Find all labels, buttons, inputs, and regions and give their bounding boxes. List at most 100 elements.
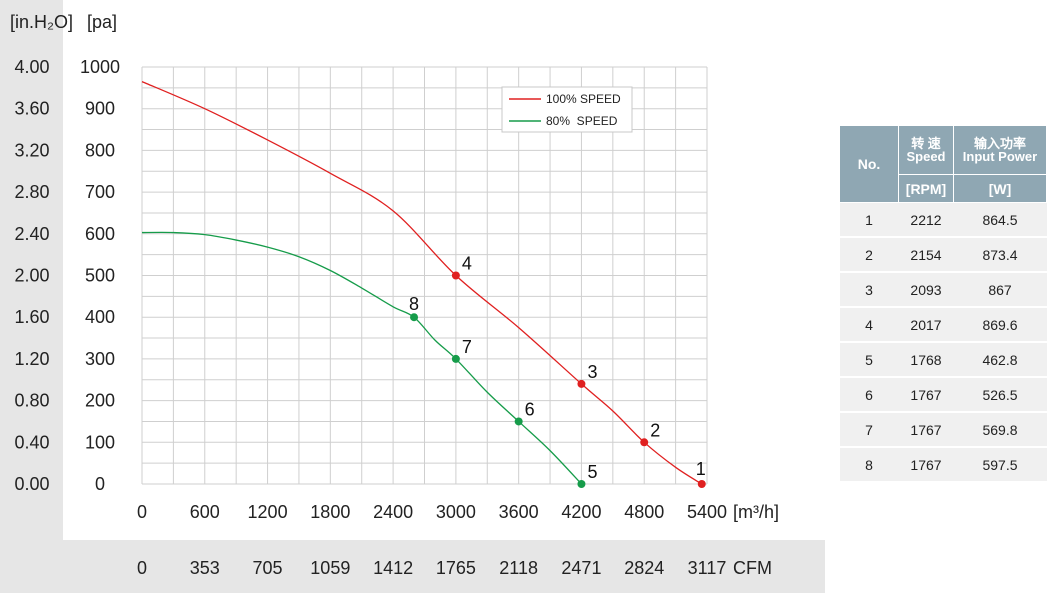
- table-header-speed: 转 速 Speed: [898, 125, 954, 175]
- point-label-6: 6: [525, 399, 535, 419]
- table-cell-no: 6: [839, 377, 899, 413]
- x-tick-label: 4200: [561, 502, 601, 522]
- x-tick-label: 3600: [499, 502, 539, 522]
- operating-point-5: [577, 480, 586, 488]
- y-tick-label-secondary: 0.40: [14, 432, 49, 452]
- x-tick-labels: 0 0 600 353 1200 705 1800 1059 2400 1412 3000 1765 3…: [137, 502, 727, 578]
- y-tick-label: 500: [85, 266, 115, 286]
- power-header-cn: 输入功率: [973, 136, 1026, 151]
- y-tick-label-secondary: 3.60: [14, 99, 49, 119]
- table-row: 4 2017 869.6: [839, 307, 1047, 343]
- point-label-3: 3: [587, 362, 597, 382]
- table-cell-no: 1: [839, 202, 899, 238]
- fan-curve-chart: 1 2 3 4 5 6 7 8 0 0.00 100 0.40 200 0.80 300 1.20 400 1.…: [0, 0, 825, 593]
- x-tick-label: 1200: [248, 502, 288, 522]
- table-cell-power: 597.5: [953, 447, 1047, 483]
- y-tick-label-secondary: 4.00: [14, 57, 49, 77]
- x-tick-label-secondary: 1059: [310, 558, 350, 578]
- y-tick-label-secondary: 0.80: [14, 391, 49, 411]
- y-tick-label-secondary: 1.60: [14, 307, 49, 327]
- point-label-5: 5: [587, 462, 597, 482]
- table-row: 5 1768 462.8: [839, 342, 1047, 378]
- table-header-power: 输入功率 Input Power: [953, 125, 1047, 175]
- table-cell-rpm: 2154: [898, 237, 954, 273]
- table-cell-no: 8: [839, 447, 899, 483]
- x-tick-label-secondary: 1412: [373, 558, 413, 578]
- x-tick-label: 0: [137, 502, 147, 522]
- primary-y-unit: [pa]: [87, 12, 117, 32]
- x-tick-label-secondary: 0: [137, 558, 147, 578]
- table-cell-rpm: 2017: [898, 307, 954, 343]
- table-cell-power: 867: [953, 272, 1047, 308]
- y-tick-label-secondary: 2.40: [14, 224, 49, 244]
- primary-x-unit: [m³/h]: [733, 502, 779, 522]
- speed-header-cn: 转 速: [911, 136, 941, 151]
- x-tick-label: 600: [190, 502, 220, 522]
- power-header-en: Input Power: [962, 149, 1038, 164]
- series-line-80-speed: [141, 231, 582, 485]
- speed-header-en: Speed: [906, 149, 946, 164]
- x-tick-label: 5400: [687, 502, 727, 522]
- table-cell-rpm: 1767: [898, 412, 954, 448]
- table-cell-power: 864.5: [953, 202, 1047, 238]
- x-tick-label-secondary: 2471: [561, 558, 601, 578]
- point-label-1: 1: [696, 459, 706, 479]
- table-row: 2 2154 873.4: [839, 237, 1047, 273]
- point-label-4: 4: [462, 254, 472, 274]
- legend-label-100-speed: 100% SPEED: [546, 92, 621, 106]
- table-cell-no: 4: [839, 307, 899, 343]
- table-header-no: No.: [839, 125, 899, 203]
- table-cell-rpm: 1768: [898, 342, 954, 378]
- y-tick-label: 800: [85, 140, 115, 160]
- y-tick-label: 1000: [80, 57, 120, 77]
- table-cell-no: 3: [839, 272, 899, 308]
- secondary-y-unit: [in.H₂O]: [10, 12, 73, 32]
- y-tick-label: 400: [85, 307, 115, 327]
- table-body: 1 2212 864.5 2 2154 873.4 3 2093 867 4 2017 869.6 5 1…: [839, 202, 1047, 483]
- table-cell-power: 873.4: [953, 237, 1047, 273]
- y-tick-label-secondary: 0.00: [14, 474, 49, 494]
- y-tick-label: 0: [95, 474, 105, 494]
- secondary-x-axis-band: [0, 540, 825, 593]
- speed-power-table: No. 转 速 Speed 输入功率 Input Power [RPM] [W]…: [839, 125, 1047, 483]
- y-tick-label-secondary: 3.20: [14, 140, 49, 160]
- table-cell-power: 569.8: [953, 412, 1047, 448]
- table-cell-rpm: 1767: [898, 447, 954, 483]
- point-label-7: 7: [462, 337, 472, 357]
- y-tick-labels: 0 0.00 100 0.40 200 0.80 300 1.20 400 1.60 500 2.00…: [14, 57, 120, 494]
- power-unit-header: [W]: [953, 174, 1047, 203]
- legend-box: [501, 86, 633, 133]
- x-tick-label: 1800: [310, 502, 350, 522]
- speed-unit-header: [RPM]: [898, 174, 954, 203]
- table-cell-power: 462.8: [953, 342, 1047, 378]
- x-tick-label: 4800: [624, 502, 664, 522]
- table-row: 8 1767 597.5: [839, 447, 1047, 483]
- y-tick-label-secondary: 2.00: [14, 266, 49, 286]
- x-tick-label-secondary: 3117: [688, 558, 727, 578]
- y-tick-label: 200: [85, 391, 115, 411]
- y-tick-label-secondary: 1.20: [14, 349, 49, 369]
- x-tick-label-secondary: 2118: [499, 558, 538, 578]
- table-cell-power: 526.5: [953, 377, 1047, 413]
- legend-label-80-speed: 80% SPEED: [546, 114, 618, 128]
- y-tick-label: 700: [85, 182, 115, 202]
- y-tick-label: 600: [85, 224, 115, 244]
- table-row: 3 2093 867: [839, 272, 1047, 308]
- table-cell-power: 869.6: [953, 307, 1047, 343]
- point-label-2: 2: [650, 420, 660, 440]
- point-label-8: 8: [409, 294, 419, 314]
- x-tick-label-secondary: 2824: [624, 558, 664, 578]
- table-row: 7 1767 569.8: [839, 412, 1047, 448]
- table-row: 6 1767 526.5: [839, 377, 1047, 413]
- operating-point-7: [451, 354, 460, 363]
- legend: 100% SPEED 80% SPEED: [501, 86, 633, 133]
- operating-point-3: [577, 379, 586, 388]
- table-cell-rpm: 1767: [898, 377, 954, 413]
- table-cell-no: 5: [839, 342, 899, 378]
- operating-point-1: [697, 480, 706, 488]
- x-tick-label-secondary: 1765: [436, 558, 476, 578]
- secondary-y-axis-band: [0, 0, 63, 593]
- y-tick-label: 900: [85, 99, 115, 119]
- y-tick-label-secondary: 2.80: [14, 182, 49, 202]
- table-cell-rpm: 2093: [898, 272, 954, 308]
